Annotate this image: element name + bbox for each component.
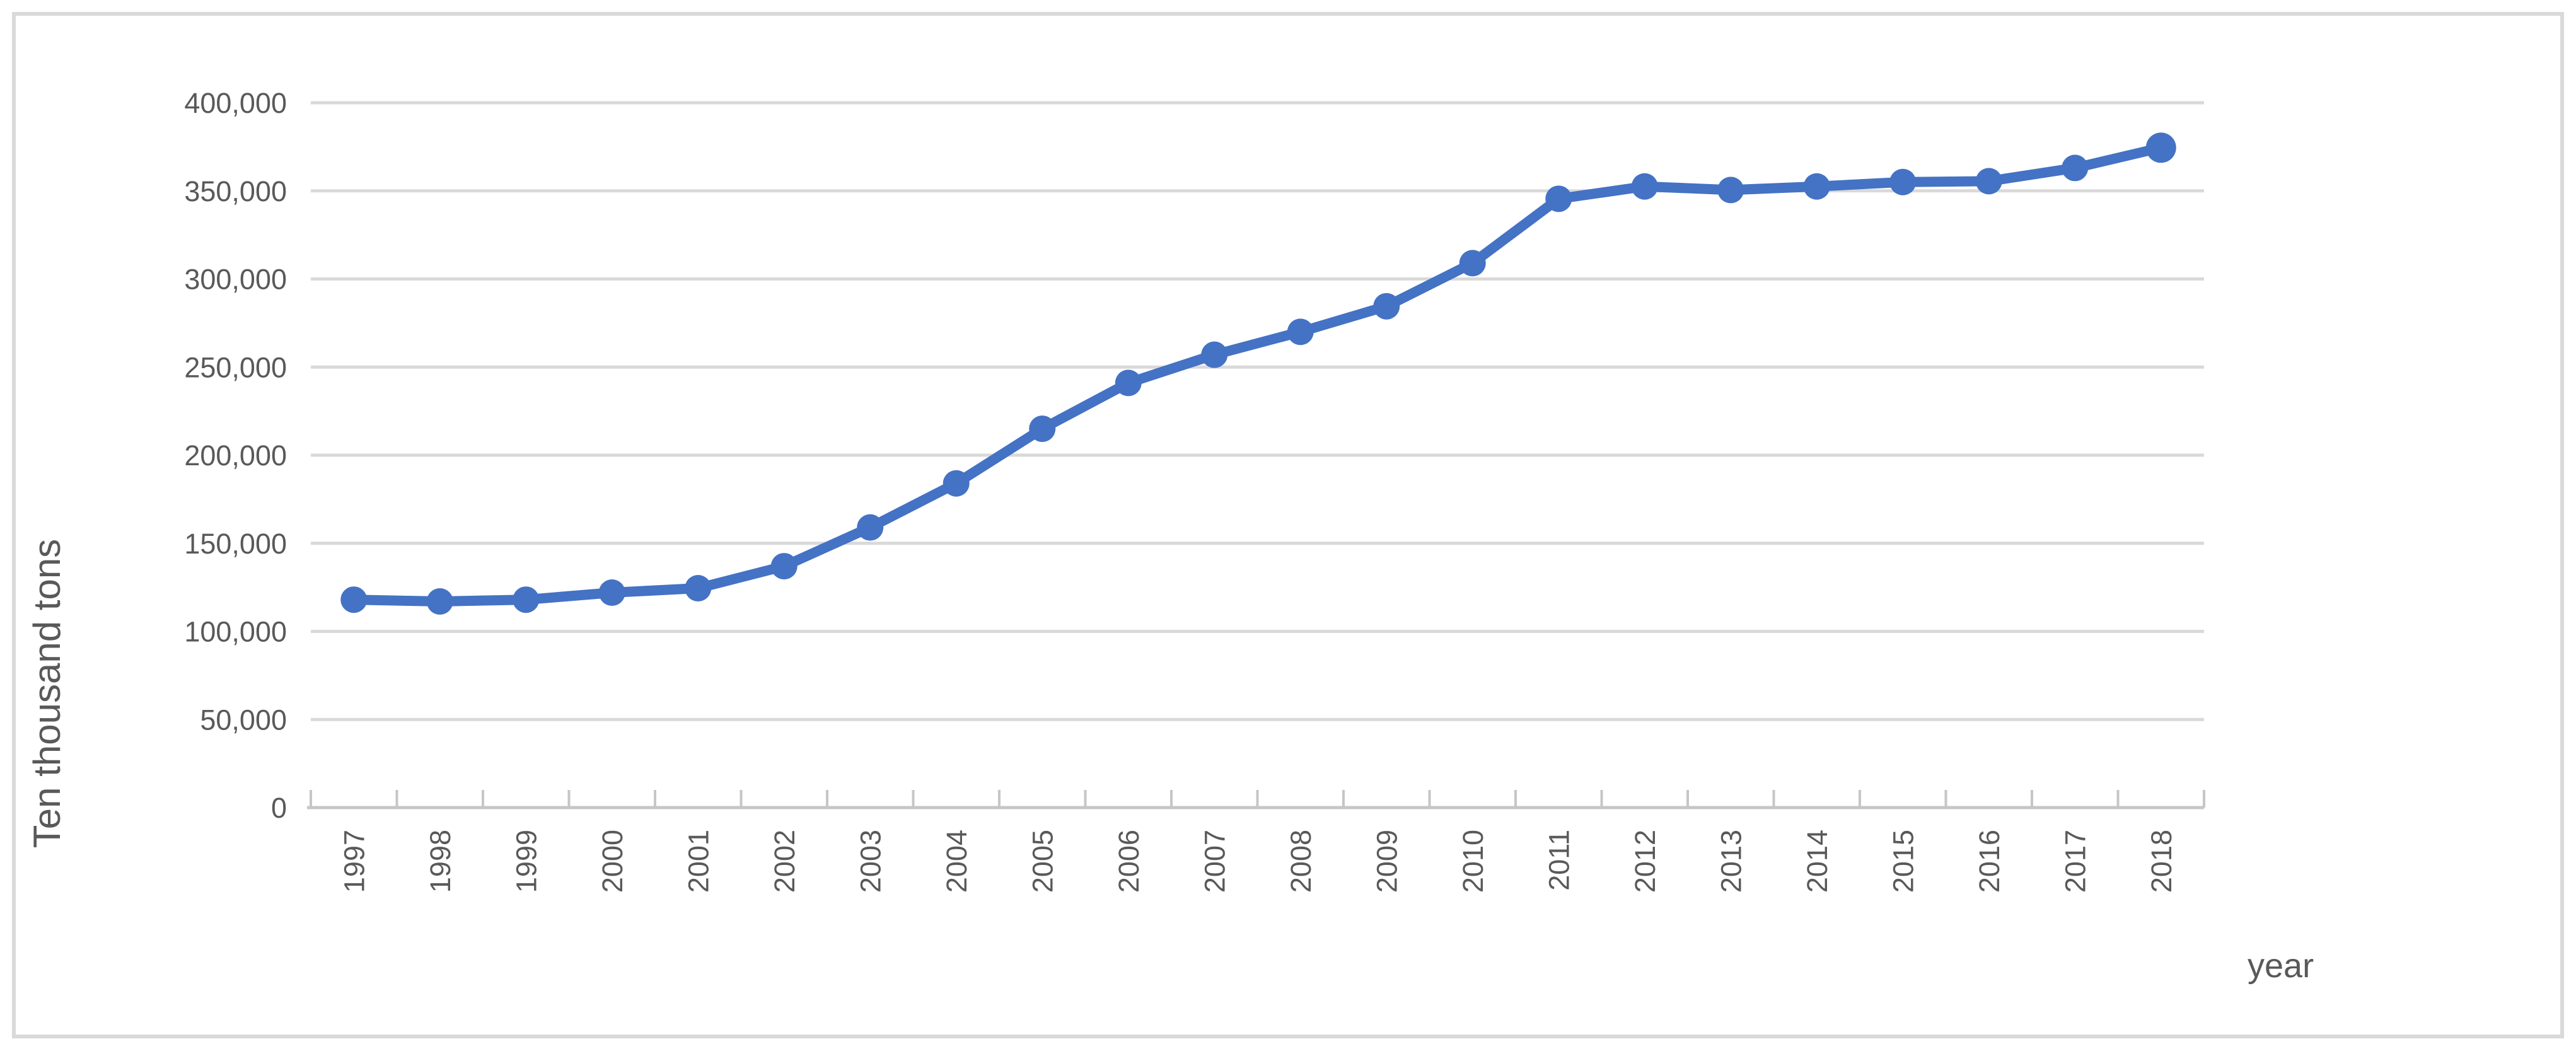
data-point-2003 (857, 514, 884, 541)
data-point-2004 (943, 470, 970, 497)
data-point-1999 (513, 586, 540, 613)
x-tick-label: 2001 (682, 830, 714, 893)
data-point-2017 (2062, 154, 2089, 182)
y-tick-label: 350,000 (184, 175, 287, 207)
x-tick-label: 2009 (1371, 830, 1403, 893)
data-point-2000 (598, 579, 625, 606)
data-point-2011 (1545, 185, 1572, 212)
y-tick-label: 300,000 (184, 264, 287, 296)
x-axis-tick-labels: 1997 1998 1999 2000 2001 2002 2003 2004 2005 2006… (338, 830, 2178, 893)
data-point-2014 (1803, 173, 1830, 200)
x-tick-label: 2002 (769, 830, 801, 893)
x-tick-label: 2008 (1285, 830, 1317, 893)
x-tick-label: 2007 (1198, 830, 1231, 893)
x-tick-label: 2011 (1543, 830, 1575, 891)
data-point-2015 (1889, 168, 1917, 195)
y-tick-label: 0 (271, 792, 287, 824)
x-tick-label: 2018 (2145, 830, 2178, 893)
data-point-2018 (2145, 132, 2176, 163)
y-tick-label: 400,000 (184, 87, 287, 119)
data-point-2005 (1029, 415, 1056, 443)
data-point-2001 (685, 575, 712, 602)
data-point-2012 (1631, 173, 1658, 200)
y-tick-label: 250,000 (184, 351, 287, 383)
series-line (349, 142, 2166, 606)
data-point-2002 (770, 553, 798, 580)
x-tick-label: 2006 (1113, 830, 1145, 893)
y-tick-label: 50,000 (200, 704, 287, 736)
data-point-2006 (1115, 369, 1142, 397)
data-point-2013 (1717, 177, 1744, 204)
data-series (340, 132, 2176, 615)
y-tick-label: 200,000 (184, 439, 287, 472)
x-tick-label: 2017 (2059, 830, 2091, 893)
data-point-2007 (1201, 341, 1228, 368)
data-point-2008 (1287, 318, 1314, 345)
x-tick-label: 1998 (424, 830, 456, 893)
y-tick-label: 100,000 (184, 616, 287, 648)
x-tick-label: 2012 (1629, 830, 1661, 893)
x-tick-label: 2005 (1026, 830, 1059, 893)
data-point-1997 (340, 586, 368, 613)
y-axis-title: Ten thousand tons (26, 539, 68, 848)
x-tick-label: 2010 (1457, 830, 1489, 893)
x-axis (307, 790, 2205, 809)
data-point-2016 (1975, 168, 2002, 195)
y-axis-tick-labels: 0 50,000 100,000 150,000 200,000 250,000 300,0… (184, 87, 287, 824)
x-tick-label: 1999 (510, 830, 542, 893)
data-point-1998 (426, 588, 453, 615)
x-tick-label: 2014 (1801, 830, 1833, 893)
x-tick-label: 1997 (338, 830, 370, 893)
data-point-2010 (1459, 250, 1486, 277)
chart-frame (12, 12, 2564, 1038)
x-tick-label: 2004 (941, 830, 973, 893)
x-tick-label: 2015 (1887, 830, 1919, 893)
x-axis-title: year (2248, 947, 2314, 985)
gridlines (311, 101, 2204, 721)
x-tick-label: 2013 (1715, 830, 1747, 893)
x-tick-label: 2000 (596, 830, 629, 893)
x-tick-label: 2016 (1973, 830, 2005, 893)
y-tick-label: 150,000 (184, 528, 287, 560)
x-tick-label: 2003 (854, 830, 886, 893)
data-point-2009 (1373, 293, 1400, 320)
